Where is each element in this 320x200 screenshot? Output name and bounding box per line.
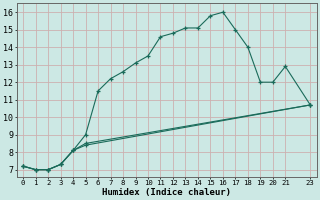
X-axis label: Humidex (Indice chaleur): Humidex (Indice chaleur): [102, 188, 231, 197]
